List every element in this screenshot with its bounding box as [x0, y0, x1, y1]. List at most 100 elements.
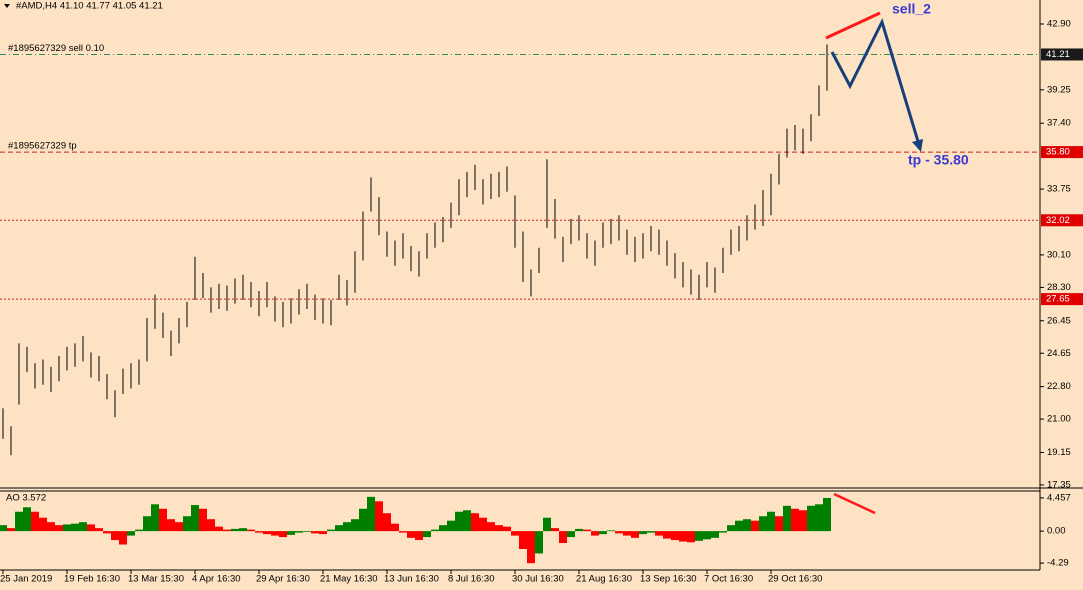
ao-bar [303, 531, 311, 532]
ao-bar [343, 522, 351, 532]
ao-bar [183, 516, 191, 532]
x-tick-label: 8 Jul 16:30 [448, 574, 494, 585]
ao-bar [15, 511, 23, 532]
ao-bar [175, 522, 183, 532]
ao-bar [135, 529, 143, 532]
ao-bar [95, 528, 103, 532]
ao-bar [543, 517, 551, 532]
arrow-head [912, 139, 923, 152]
ao-bar [487, 522, 495, 532]
ao-bar [63, 524, 71, 532]
indicator-title: AO 3.572 [6, 493, 46, 504]
ao-bar [647, 531, 655, 533]
ao-bar [223, 529, 231, 532]
ao-bar [87, 524, 95, 532]
ao-bar [535, 531, 543, 554]
x-tick-label: 4 Apr 16:30 [192, 574, 241, 585]
y-tick-label: -4.29 [1047, 558, 1069, 569]
x-tick-label: 25 Jan 2019 [0, 574, 52, 585]
ao-bar [111, 531, 119, 541]
y-tick-label: 21.00 [1047, 414, 1071, 425]
ao-bar [471, 513, 479, 532]
ao-bar [671, 531, 679, 541]
ao-bar [495, 525, 503, 532]
ao-bar [767, 511, 775, 532]
ao-bar [799, 510, 807, 532]
x-tick-label: 13 Jun 16:30 [384, 574, 439, 585]
ao-bar [271, 531, 279, 536]
ao-bar [55, 525, 63, 532]
ao-bar [519, 531, 527, 550]
ao-bar [199, 508, 207, 532]
ao-bar [455, 511, 463, 532]
ao-bar [279, 531, 287, 538]
ao-bar [0, 525, 7, 532]
ao-bar [255, 531, 263, 533]
ao-bar [775, 516, 783, 532]
annotation: tp - 35.80 [908, 152, 969, 168]
y-tick-label: 22.80 [1047, 381, 1071, 392]
level-label: 27.65 [1046, 294, 1070, 305]
ao-bar [815, 504, 823, 532]
y-tick-label: 39.25 [1047, 84, 1071, 95]
ao-bar [783, 505, 791, 532]
ao-bar [231, 528, 239, 532]
ao-bar [151, 504, 159, 532]
menu-icon[interactable] [4, 4, 10, 8]
y-tick-label: 17.35 [1047, 479, 1071, 490]
ao-bar [207, 519, 215, 532]
ao-bar [591, 531, 599, 536]
ao-bar [807, 505, 815, 532]
ao-bar [599, 531, 607, 535]
ao-bar [431, 529, 439, 532]
ao-bar [47, 522, 55, 532]
ao-bar [735, 520, 743, 532]
ao-bar [7, 528, 15, 532]
level-label: 35.80 [1046, 147, 1070, 158]
ao-bar [551, 528, 559, 532]
ao-bar [359, 508, 367, 532]
ao-bar [727, 525, 735, 532]
ao-bar [823, 497, 831, 532]
forecast-path [830, 17, 922, 149]
ao-bar [215, 526, 223, 532]
chart-title: #AMD,H4 41.10 41.77 41.05 41.21 [16, 1, 163, 12]
ao-bar [751, 520, 759, 532]
ao-bar [319, 531, 327, 535]
ao-bar [527, 531, 535, 564]
ao-bar [415, 531, 423, 541]
x-tick-label: 21 May 16:30 [320, 574, 378, 585]
ao-bar [479, 517, 487, 532]
ao-bar [167, 519, 175, 532]
ao-bar [607, 530, 615, 532]
ao-bar [391, 523, 399, 532]
ao-bar [791, 508, 799, 532]
ao-bar [631, 531, 639, 538]
ao-bar [623, 531, 631, 536]
ao-bar [39, 517, 47, 532]
ao-bar [503, 526, 511, 532]
ao-bar [247, 529, 255, 532]
ao-bar [423, 531, 431, 538]
ao-bar [79, 522, 87, 532]
ao-bar [143, 516, 151, 532]
x-tick-label: 13 Mar 15:30 [128, 574, 184, 585]
ao-bar [711, 531, 719, 538]
ao-bar [399, 531, 407, 533]
level-label-box [1041, 214, 1083, 227]
y-tick-label: 42.90 [1047, 19, 1071, 30]
ao-bar [703, 531, 711, 540]
ao-bar [103, 531, 111, 534]
y-tick-label: 37.40 [1047, 118, 1071, 129]
ao-bar [239, 528, 247, 532]
ao-bar [287, 531, 295, 535]
ao-bar [567, 531, 575, 538]
ao-bar [367, 496, 375, 532]
ao-bar [559, 531, 567, 544]
level-label: 41.21 [1046, 49, 1070, 60]
ao-bar [743, 519, 751, 532]
ao-bar [311, 531, 319, 534]
level-label-box [1041, 48, 1083, 61]
